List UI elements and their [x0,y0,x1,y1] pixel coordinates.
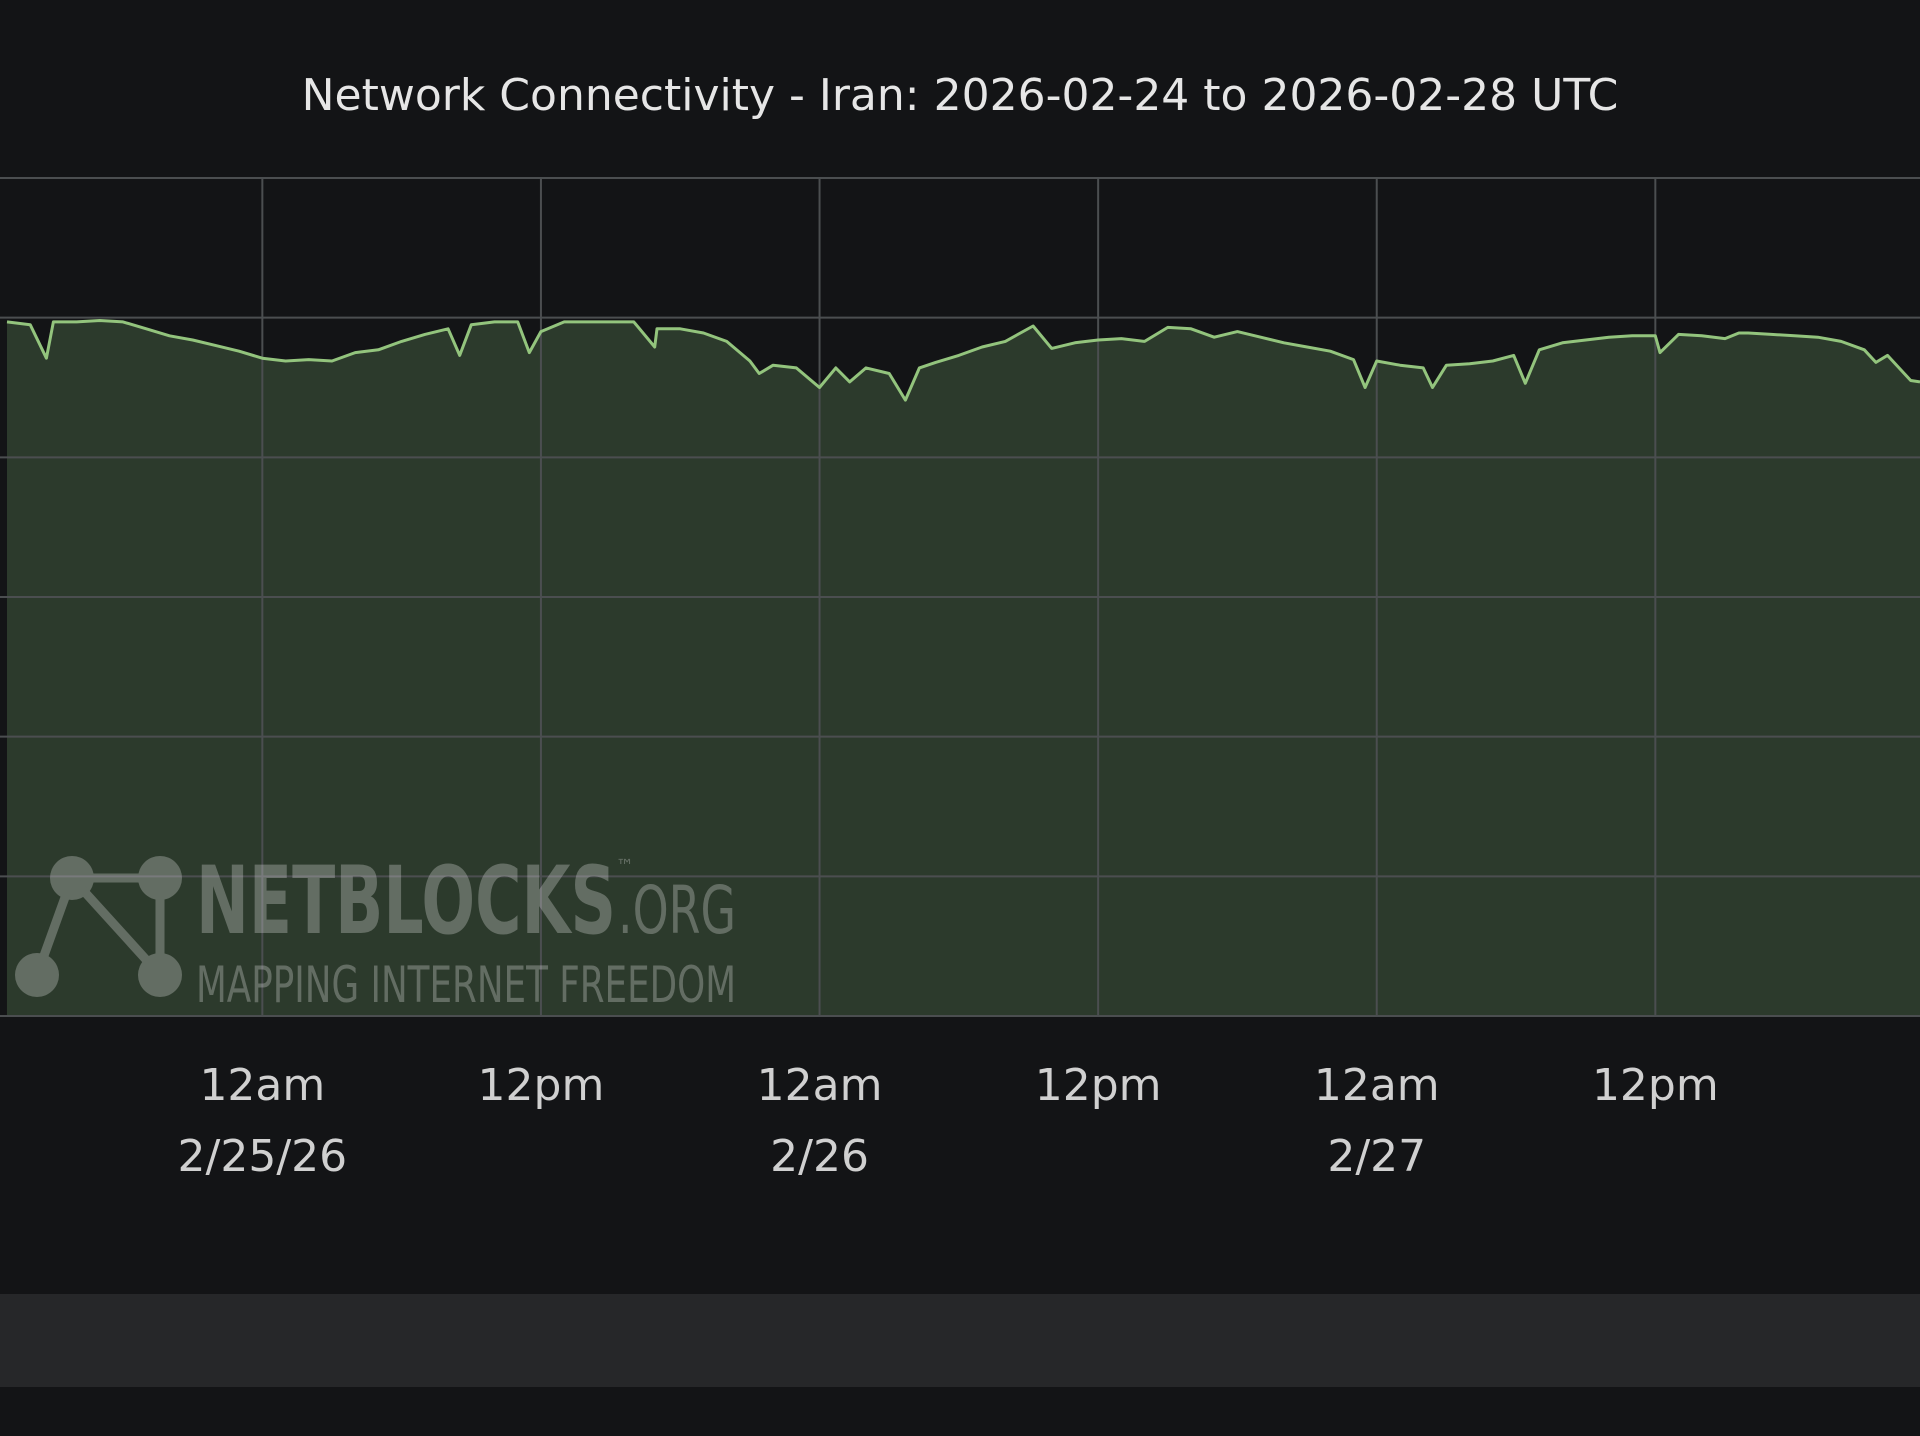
watermark: NETBLOCKS ™.ORG MAPPING INTERNET FREEDOM [15,847,736,1014]
x-tick-label: 12pm [478,1060,605,1111]
logo-node [138,953,182,997]
chart-title: Network Connectivity - Iran: 2026-02-24 … [302,70,1619,121]
x-tick-label: 12am 2/27 [1314,1060,1440,1182]
x-tick-label: 12am 2/25/26 [178,1060,348,1182]
logo-edge [68,874,164,979]
logo-node [138,856,182,900]
logo-node [50,856,94,900]
watermark-mark: ™ [616,856,634,877]
footer-bar [0,1294,1920,1387]
x-tick-label: 12pm [1592,1060,1719,1111]
logo-edge [32,876,77,977]
watermark-tagline: MAPPING INTERNET FREEDOM [196,956,736,1014]
x-tick-label: 12am 2/26 [757,1060,883,1182]
logo-node [15,953,59,997]
line [6,319,1920,402]
area-fill [6,320,1920,1016]
watermark-brand: NETBLOCKS [196,847,616,956]
x-tick-label: 12pm [1035,1060,1162,1111]
watermark-suffix: .ORG [618,872,736,949]
